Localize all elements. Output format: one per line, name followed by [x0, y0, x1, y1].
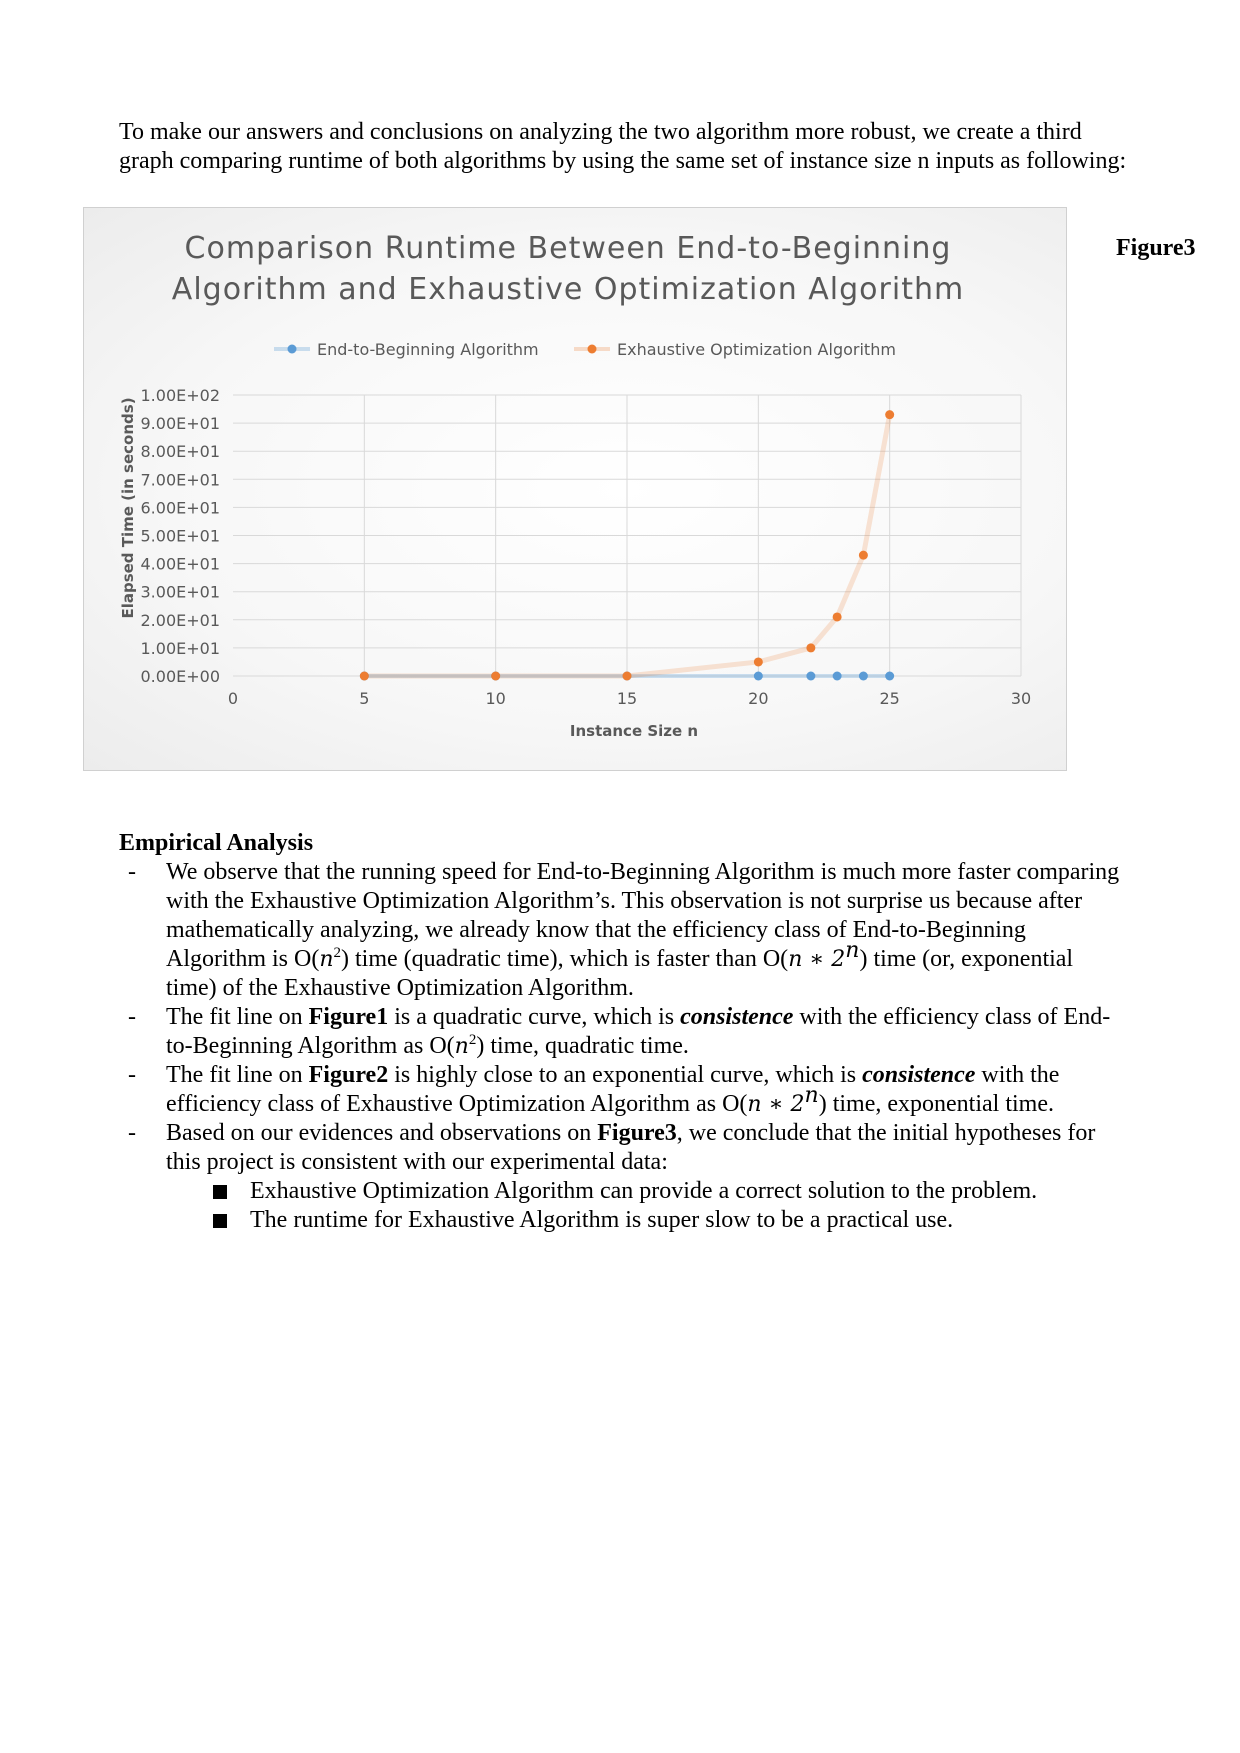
x-tick-label: 10 [485, 689, 505, 708]
bullet-dash: - [128, 1120, 136, 1146]
data-point-exhaustive [622, 671, 632, 681]
figure-label: Figure3 [1116, 235, 1196, 261]
math-n-times-2: n ∗ 2 [788, 947, 846, 972]
data-point-exhaustive [359, 671, 369, 681]
y-tick-label: 1.00E+01 [141, 639, 221, 658]
plot-area: 0.00E+00 1.00E+01 2.00E+01 3.00E+01 4.00E+01… [141, 386, 1032, 708]
data-point-exhaustive [858, 550, 868, 560]
y-tick-label: 2.00E+01 [141, 611, 221, 630]
section-heading: Empirical Analysis [119, 830, 314, 856]
data-point-end-to-beginning [753, 671, 763, 681]
data-point-end-to-beginning [858, 671, 868, 681]
y-tick-label: 8.00E+01 [141, 442, 221, 461]
math-n: n [454, 1034, 469, 1059]
x-tick-label: 20 [748, 689, 768, 708]
chart-legend: End-to-Beginning Algorithm Exhaustive Op… [274, 340, 896, 359]
conclusion-text: Exhaustive Optimization Algorithm can pr… [250, 1178, 1038, 1204]
conclusion-text: The runtime for Exhaustive Algorithm is … [250, 1207, 954, 1233]
data-point-exhaustive [806, 643, 816, 653]
emphasis: consistence [680, 1004, 794, 1030]
conclusion-item-1: Exhaustive Optimization Algorithm can pr… [213, 1177, 1129, 1206]
text-run: with the efficiency class of Exhaustive … [166, 1062, 1060, 1117]
x-tick-label: 25 [879, 689, 899, 708]
bullet-dash: - [128, 859, 136, 885]
text-run: We observe that the running speed for En… [166, 859, 1120, 972]
y-tick-label: 1.00E+02 [141, 386, 221, 405]
analysis-list: - We observe that the running speed for … [119, 858, 1129, 1235]
math-exponent: 2 [468, 1032, 477, 1048]
legend-marker-exhaustive [587, 344, 597, 354]
math-n-times-2: n ∗ 2 [747, 1092, 805, 1117]
legend-label-exhaustive: Exhaustive Optimization Algorithm [617, 340, 896, 359]
square-bullet-icon [213, 1214, 227, 1228]
x-tick-label: 15 [617, 689, 637, 708]
text-run: Based on our evidences and observations … [166, 1120, 598, 1146]
y-tick-label: 3.00E+01 [141, 583, 221, 602]
analysis-item-4: - Based on our evidences and observation… [119, 1119, 1129, 1235]
text-run: The fit line on [166, 1004, 309, 1030]
intro-paragraph: To make our answers and conclusions on a… [119, 119, 1127, 174]
figure-ref: Figure1 [308, 1004, 389, 1030]
y-tick-label: 5.00E+01 [141, 527, 221, 546]
text-run: , we conclude that the initial hypothese… [166, 1120, 1096, 1175]
chart-svg: Comparison Runtime Between End-to-Beginn… [119, 231, 1032, 740]
figure-ref: Figure3 [597, 1120, 677, 1146]
data-point-exhaustive [832, 612, 842, 622]
data-point-end-to-beginning [885, 671, 895, 681]
math-exponent: 2 [333, 945, 342, 961]
text-run: is highly close to an exponential curve,… [388, 1062, 863, 1088]
conclusion-list: Exhaustive Optimization Algorithm can pr… [166, 1177, 1129, 1235]
data-point-exhaustive [491, 671, 501, 681]
y-tick-label: 0.00E+00 [141, 667, 221, 686]
conclusion-item-2: The runtime for Exhaustive Algorithm is … [213, 1206, 1129, 1235]
x-tick-label: 0 [228, 689, 238, 708]
analysis-item-1: - We observe that the running speed for … [119, 858, 1129, 1003]
data-point-exhaustive [885, 410, 895, 420]
series-line-exhaustive [364, 414, 893, 679]
y-tick-label: 7.00E+01 [141, 470, 221, 489]
data-point-end-to-beginning [806, 671, 816, 681]
y-tick-label: 6.00E+01 [141, 498, 221, 517]
chart-title-line-2: Algorithm and Exhaustive Optimization Al… [172, 272, 964, 307]
text-run: ) time, exponential time. [818, 1091, 1054, 1117]
text-run: with the efficiency class of End-to-Begi… [166, 1004, 1111, 1059]
legend-marker-end-to-beginning [287, 344, 297, 354]
chart-title-line-1: Comparison Runtime Between End-to-Beginn… [185, 231, 952, 266]
figure-ref: Figure2 [308, 1062, 389, 1088]
text-run: The fit line on [166, 1062, 309, 1088]
y-tick-label: 4.00E+01 [141, 555, 221, 574]
math-exponent: n [804, 1083, 819, 1108]
analysis-item-2: - The fit line on Figure1 is a quadratic… [119, 1003, 1129, 1061]
empirical-analysis: Empirical Analysis - We observe that the… [119, 829, 1129, 1235]
y-axis-label: Elapsed Time (in seconds) [119, 397, 137, 618]
square-bullet-icon [213, 1185, 227, 1199]
x-tick-label: 5 [359, 689, 369, 708]
y-tick-label: 9.00E+01 [141, 414, 221, 433]
chart-figure3: Comparison Runtime Between End-to-Beginn… [83, 207, 1067, 771]
bullet-dash: - [128, 1062, 136, 1088]
text-run: ) time (quadratic time), which is faster… [341, 946, 789, 972]
data-point-exhaustive [753, 657, 763, 667]
math-exponent: n [845, 938, 860, 963]
bullet-dash: - [128, 1004, 136, 1030]
data-point-end-to-beginning [832, 671, 842, 681]
text-run: ) time, quadratic time. [476, 1033, 689, 1059]
analysis-item-3: - The fit line on Figure2 is highly clos… [119, 1061, 1129, 1119]
text-run: ) time (or, exponential time) of the Exh… [166, 946, 1074, 1001]
x-tick-label: 30 [1011, 689, 1031, 708]
x-axis-label: Instance Size n [570, 722, 698, 740]
text-run: is a quadratic curve, which is [388, 1004, 681, 1030]
legend-label-end-to-beginning: End-to-Beginning Algorithm [317, 340, 539, 359]
math-n: n [319, 947, 334, 972]
emphasis: consistence [862, 1062, 976, 1088]
